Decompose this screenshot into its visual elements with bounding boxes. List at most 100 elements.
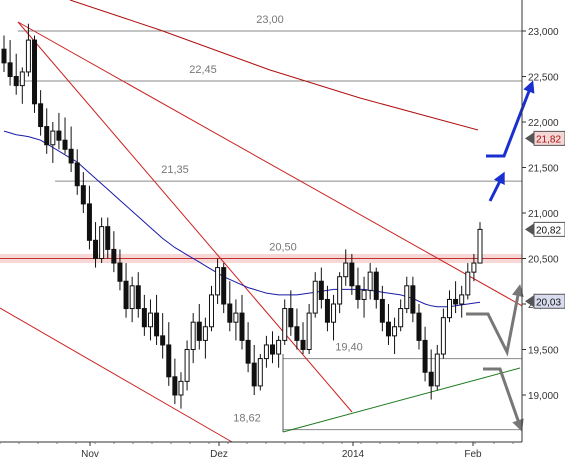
price-tags: 21,82 20,82 20,03: [525, 130, 565, 309]
candle: [38, 90, 44, 136]
candle-body-up: [19, 71, 25, 87]
trend-lines: [0, 21, 523, 443]
y-tick-label: 22,000: [528, 118, 559, 129]
candle-body-down: [410, 285, 416, 314]
level-label-4: 19,40: [335, 342, 363, 354]
candle-body-up: [99, 226, 105, 259]
candle: [123, 263, 129, 318]
x-tick-label: 2014: [342, 449, 365, 460]
trend-line-upper: [17, 21, 523, 307]
candle: [385, 304, 391, 345]
candle: [25, 23, 31, 77]
candle-body-up: [306, 312, 312, 351]
candle: [190, 313, 196, 364]
candle: [349, 253, 355, 295]
candle-body-down: [68, 148, 74, 164]
candle-body-down: [7, 62, 13, 77]
candle-body-down: [288, 308, 294, 328]
candle-body-up: [471, 262, 477, 273]
candle-body-down: [93, 239, 99, 260]
level-label-1: 22,45: [189, 64, 217, 76]
candle: [227, 281, 233, 332]
candle: [62, 117, 68, 154]
candle-body-down: [294, 326, 300, 341]
candle-body-up: [465, 271, 471, 296]
trend-line-lower: [0, 307, 233, 443]
candle: [270, 331, 276, 364]
candle-body-up: [257, 358, 263, 387]
y-tick-label: 22,500: [528, 73, 559, 84]
candle-body-down: [141, 308, 147, 328]
moving-averages: [3, 0, 481, 308]
candle: [257, 354, 263, 391]
candle: [331, 294, 337, 341]
candle: [86, 185, 92, 250]
candle: [294, 308, 300, 350]
moving-average-red: [69, 0, 479, 131]
candle-body-up: [282, 308, 288, 341]
price-tag: 20,82: [525, 221, 565, 237]
candle-body-down: [416, 312, 422, 341]
candle: [459, 285, 465, 318]
candle-body-up: [398, 308, 404, 328]
candle-body-down: [86, 203, 92, 241]
candle: [166, 322, 172, 386]
y-tick-label: 20,500: [528, 255, 559, 266]
candle-body-down: [44, 126, 50, 146]
candle: [208, 285, 214, 332]
candle: [361, 276, 367, 318]
candle-body-up: [392, 326, 398, 337]
y-tick-label: 19,500: [528, 346, 559, 357]
candle-body-down: [300, 339, 306, 350]
candle: [147, 299, 153, 341]
x-tick-label: Dez: [210, 449, 228, 460]
arrow-blue-small: [488, 171, 505, 202]
candle: [288, 290, 294, 336]
candle: [379, 285, 385, 332]
arrow-gray-upper: [466, 284, 524, 357]
candle-body-down: [453, 298, 459, 305]
candle-body-up: [208, 294, 214, 328]
candle: [263, 335, 269, 368]
candle-body-up: [343, 262, 349, 278]
candle: [7, 40, 13, 86]
candle-body-up: [404, 285, 410, 310]
candle-body-down: [74, 162, 80, 187]
x-tick-label: Feb: [464, 449, 482, 460]
candle: [404, 276, 410, 314]
candle: [80, 172, 86, 213]
candle-body-down: [428, 371, 434, 387]
candle-body-down: [385, 321, 391, 337]
x-tick-label: Nov: [81, 449, 99, 460]
candle-body-down: [349, 262, 355, 287]
candle: [196, 304, 202, 350]
support-line-green: [282, 367, 521, 433]
level-label-0: 23,00: [256, 14, 284, 26]
candle: [239, 294, 245, 350]
candle-body-up: [337, 276, 343, 305]
level-labels: 23,00 22,45 21,35 20,50 19,40 18,62: [161, 14, 363, 425]
candle: [453, 281, 459, 314]
candle-body-down: [160, 335, 166, 346]
candle-body-down: [111, 248, 117, 264]
y-tick-label: 23,000: [528, 27, 559, 38]
trend-line-steep: [17, 21, 353, 413]
price-tag: 21,82: [525, 130, 565, 146]
candle: [44, 108, 50, 154]
candle: [416, 304, 422, 350]
candle: [160, 313, 166, 359]
candle: [312, 272, 318, 318]
candle: [111, 231, 117, 273]
candle-body-up: [477, 228, 483, 264]
candle-body-down: [239, 312, 245, 341]
price-tag-label: 20,03: [536, 297, 561, 308]
candle-body-down: [105, 226, 111, 250]
level-label-2: 21,35: [161, 164, 189, 176]
candle: [141, 294, 147, 336]
candle: [202, 317, 208, 359]
candle-body-up: [312, 280, 318, 314]
candle: [178, 372, 184, 409]
candle-body-down: [422, 339, 428, 373]
candle: [129, 276, 135, 323]
